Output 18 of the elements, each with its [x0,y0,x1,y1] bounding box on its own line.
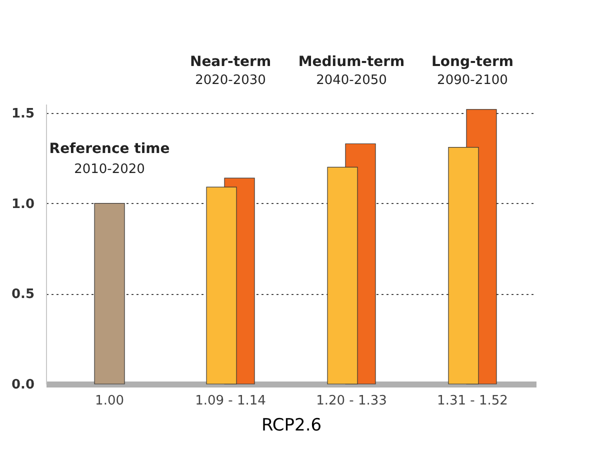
text: Long-term [431,54,514,70]
annotation: 2010-2020 [74,162,145,178]
text: 2040-2050 [316,73,387,88]
text: Near-term [190,54,272,70]
bar [94,203,125,384]
x-tick-label: 1.20 - 1.33 [316,394,387,408]
y-tick-label: 0.0 [11,378,34,392]
text: 2090-2100 [437,73,508,88]
y-tick-label: 1.0 [11,196,34,212]
text: 2020-2030 [195,73,266,88]
x-axis-title: RCP2.6 [261,416,322,436]
x-tick-label: 1.00 [95,394,124,408]
y-tick-label: 1.5 [11,106,34,122]
x-tick-label: 1.31 - 1.52 [437,394,508,408]
annotation: Reference time [49,141,170,158]
x-tick-label: 1.09 - 1.14 [195,394,266,408]
y-tick-label: 0.5 [11,287,34,302]
text: Medium-term [298,54,405,70]
